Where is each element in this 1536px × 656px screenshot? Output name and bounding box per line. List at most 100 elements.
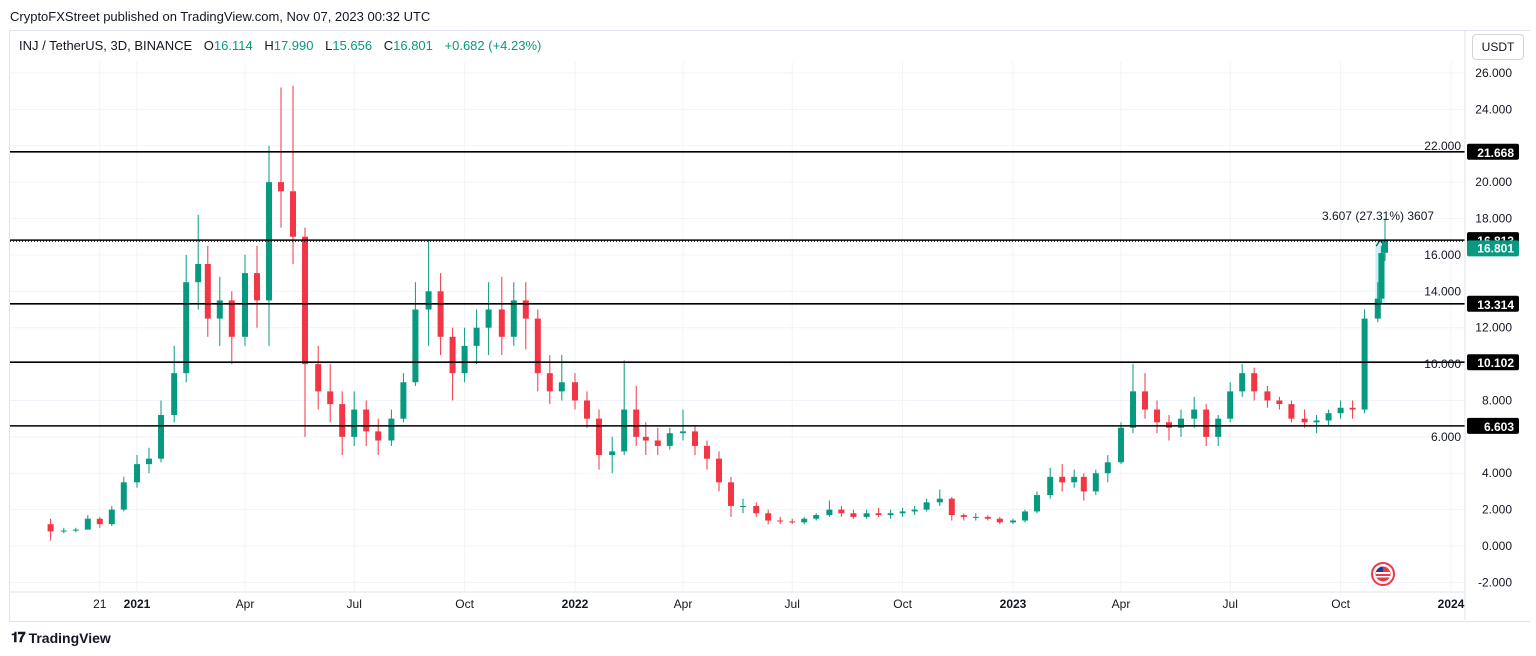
candle — [1378, 245, 1385, 305]
candle — [801, 516, 808, 525]
currency-button[interactable]: USDT — [1472, 34, 1524, 60]
candle-body — [960, 515, 967, 517]
candle-body — [60, 530, 67, 532]
candle-body — [449, 336, 456, 374]
candle — [158, 400, 164, 463]
candle — [1251, 367, 1258, 401]
low-value: 15.656 — [332, 38, 373, 53]
candle-body — [1337, 407, 1344, 414]
candle — [1178, 409, 1184, 437]
candle-body — [692, 431, 698, 446]
open-value: 16.114 — [213, 38, 253, 53]
candle — [948, 496, 955, 521]
candle-body — [948, 498, 955, 516]
candle-body — [704, 445, 710, 459]
candle-body — [1288, 404, 1295, 419]
symbol-title[interactable]: INJ / TetherUS, 3D, BINANCE — [19, 38, 193, 53]
candle — [254, 245, 260, 328]
candle-body — [1264, 391, 1271, 401]
y-tick-label: 10.000 — [1424, 357, 1461, 371]
candle — [1010, 518, 1016, 525]
x-tick-label: Oct — [893, 597, 912, 611]
candle-body — [753, 505, 760, 514]
candle-body — [1301, 418, 1308, 423]
y-tick-label: 20.000 — [1475, 175, 1512, 189]
x-tick-label: 21 — [93, 597, 107, 611]
candle-body — [1022, 511, 1028, 521]
candle — [534, 309, 541, 392]
candle-body — [666, 433, 673, 446]
candle — [1301, 409, 1308, 428]
us-flag-icon[interactable] — [1371, 562, 1395, 586]
y-tick-label: -2.000 — [1478, 575, 1512, 589]
candle-body — [1142, 391, 1148, 410]
candle — [887, 509, 894, 519]
candle — [692, 425, 698, 456]
candle-body — [183, 282, 190, 374]
tradingview-footer[interactable]: 𝟏𝟕 TradingView — [11, 629, 111, 646]
candle-body — [826, 509, 833, 516]
candle-body — [777, 520, 784, 522]
candle-body — [572, 382, 578, 401]
candle — [838, 505, 845, 517]
candle-body — [171, 373, 178, 416]
candle — [449, 327, 456, 401]
candle — [1337, 400, 1344, 419]
candle-body — [254, 273, 260, 301]
candle-body — [1178, 418, 1184, 428]
candle-body — [388, 418, 395, 441]
level-price-label: 13.314 — [1477, 298, 1514, 312]
candle — [1288, 400, 1295, 423]
candle-body — [158, 415, 164, 459]
x-tick-label: 2024 — [1438, 597, 1465, 611]
candle-body — [1313, 420, 1320, 423]
candle — [461, 327, 468, 383]
candle — [498, 276, 505, 355]
candle-body — [1118, 427, 1124, 463]
x-tick-label: 2022 — [562, 597, 589, 611]
candle-body — [146, 458, 152, 465]
candle — [1104, 455, 1111, 483]
candle — [134, 455, 140, 488]
candle — [183, 254, 190, 383]
level-price-label-bg — [1467, 143, 1519, 160]
y-tick-label: 18.000 — [1475, 212, 1512, 226]
candle — [911, 505, 918, 516]
candle-body — [654, 440, 661, 446]
candle — [728, 476, 734, 517]
candle-body — [47, 524, 54, 532]
candle — [473, 309, 480, 365]
candle — [84, 515, 91, 530]
candle — [572, 373, 578, 410]
candle — [777, 516, 784, 525]
candle-body — [437, 291, 444, 337]
candle — [400, 373, 407, 423]
candle-body — [996, 518, 1003, 523]
level-price-label-bg — [1467, 417, 1519, 434]
candle-body — [1191, 409, 1198, 419]
candle — [351, 391, 358, 446]
candle — [972, 513, 979, 521]
candle-body — [1154, 409, 1160, 423]
candle — [1118, 422, 1124, 465]
chart-frame — [9, 30, 1530, 622]
candle — [753, 502, 760, 517]
x-tick-label: Apr — [236, 597, 255, 611]
y-tick-label: 2.000 — [1482, 503, 1512, 517]
candle-body — [863, 513, 870, 517]
candle-body — [936, 498, 943, 503]
candle-body — [1092, 473, 1099, 492]
candle — [266, 145, 272, 346]
brand-name: TradingView — [28, 629, 111, 646]
x-tick-label: Apr — [1112, 597, 1131, 611]
candle — [1059, 464, 1066, 492]
candle — [1080, 473, 1087, 501]
candle-body — [375, 431, 382, 441]
candle-body — [1166, 422, 1172, 428]
high-label: H — [264, 38, 274, 53]
candle-body — [911, 509, 918, 512]
candle-body — [510, 300, 517, 337]
candle — [1349, 400, 1356, 419]
